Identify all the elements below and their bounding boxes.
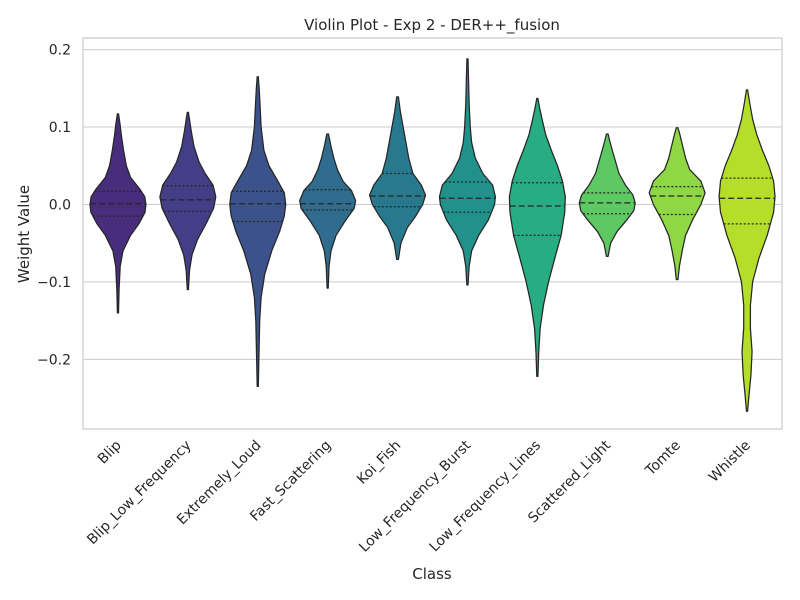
- violin-blip-low-frequency: [159, 111, 217, 291]
- x-tick-label: Tomte: [642, 438, 684, 480]
- x-tick-label: Blip: [95, 437, 125, 467]
- x-tick-label: Koi_Fish: [354, 438, 404, 488]
- plot-frame: [82, 37, 783, 430]
- y-tick-label: 0.2: [49, 43, 71, 59]
- y-tick-labels: −0.2 −0.1 0.0 0.1 0.2: [37, 43, 71, 369]
- y-tick-label: 0.0: [49, 197, 71, 213]
- violin-tomte: [648, 127, 706, 281]
- violin-body: [299, 133, 357, 289]
- y-tick-label: 0.1: [49, 120, 71, 136]
- violin-fast-scattering: [299, 133, 357, 289]
- violins: [89, 58, 776, 412]
- violin-body: [648, 127, 706, 281]
- violin-body: [159, 111, 217, 291]
- chart-title: Violin Plot - Exp 2 - DER++_fusion: [304, 16, 560, 35]
- y-tick-label: −0.1: [37, 275, 71, 291]
- violin-body: [508, 97, 566, 377]
- violin-low-frequency-burst: [438, 58, 497, 286]
- violin-koi-fish: [368, 96, 427, 261]
- violin-scattered-light: [578, 133, 636, 257]
- violin-body: [718, 89, 776, 412]
- violin-body: [368, 96, 427, 261]
- violin-body: [578, 133, 636, 257]
- violin-body: [229, 76, 287, 388]
- violin-blip: [89, 113, 147, 314]
- x-tick-labels: BlipBlip_Low_FrequencyExtremely_LoudFast…: [84, 437, 754, 555]
- x-tick-label: Whistle: [706, 438, 754, 486]
- violin-extremely-loud: [229, 76, 287, 388]
- violin-body: [89, 113, 147, 314]
- violin-body: [438, 58, 497, 286]
- x-tick-label: Low_Frequency_Burst: [356, 437, 474, 555]
- x-axis-title: Class: [412, 565, 452, 583]
- violin-low-frequency-lines: [508, 97, 566, 377]
- y-axis-title: Weight Value: [15, 185, 33, 283]
- violin-whistle: [718, 89, 776, 412]
- y-tick-label: −0.2: [37, 352, 71, 368]
